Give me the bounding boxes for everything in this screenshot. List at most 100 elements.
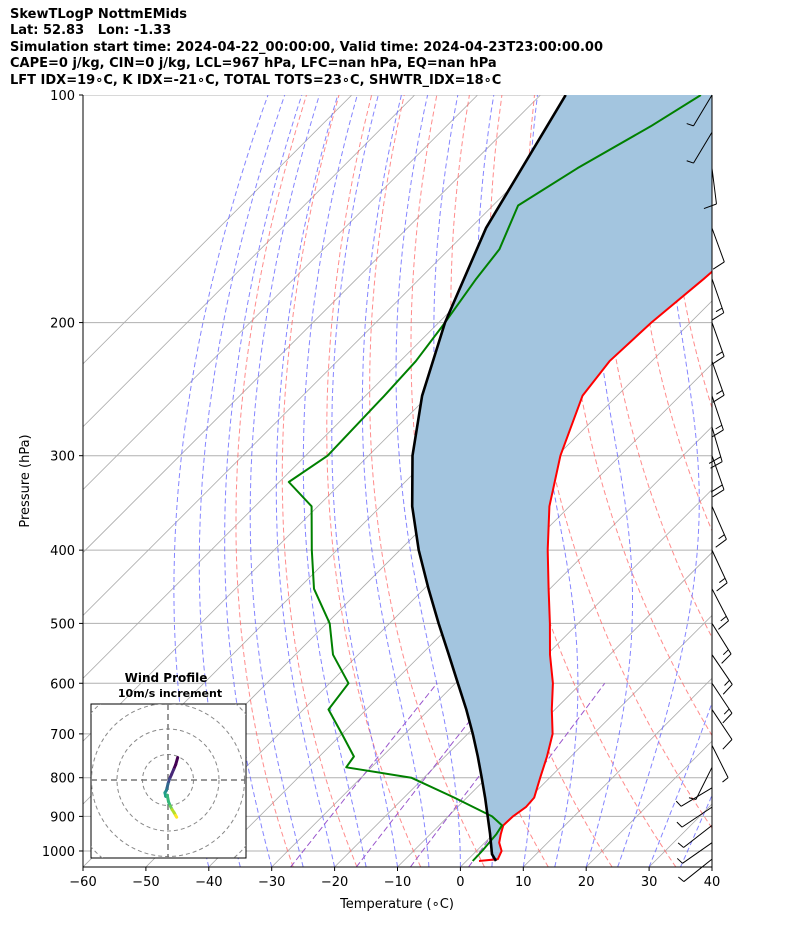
moist-adiabat	[302, 95, 367, 867]
wind-barb-half-flag	[723, 708, 730, 715]
wind-barb-staff	[711, 682, 733, 714]
isotherm-line	[83, 95, 353, 365]
hodograph-subtitle: 10m/s increment	[118, 687, 222, 700]
temperature-line	[478, 270, 712, 862]
hodograph-inset	[90, 703, 247, 859]
isotherm-line	[711, 866, 712, 867]
dry-adiabat	[235, 95, 307, 867]
isotherm-line	[83, 95, 415, 428]
dry-adiabat	[369, 95, 485, 867]
wind-barbs	[675, 94, 733, 882]
wind-barb-half-flag	[719, 577, 726, 583]
y-tick-label: 200	[50, 317, 75, 332]
moist-adiabat	[198, 95, 286, 867]
wind-barb-staff	[711, 361, 725, 396]
wind-barb-half-flag	[716, 351, 723, 356]
wind-barb-staff	[711, 654, 733, 685]
wind-barb-flag	[712, 312, 725, 321]
wind-barb-flag	[715, 538, 727, 548]
wind-barb-staff	[711, 506, 727, 540]
wind-barb-flag	[722, 684, 733, 695]
isotherm-line	[271, 426, 712, 867]
wind-barb-half-flag	[686, 160, 694, 164]
moist-adiabat	[331, 95, 398, 867]
wind-barb-staff	[693, 131, 713, 164]
x-tick-label: 30	[641, 875, 658, 890]
axes: −60 −50 −40 −30 −20 −10 0 10 20 30 40 100 200 300 400 5…	[42, 89, 720, 890]
isotherm-line	[523, 677, 712, 867]
wind-barb-flag	[718, 620, 729, 630]
wind-barb-staff	[711, 709, 733, 740]
wind-barb-staff	[711, 588, 730, 622]
wind-barb-half-flag	[718, 534, 725, 540]
y-tick-label: 600	[50, 677, 75, 692]
wind-barb-flag	[712, 489, 725, 498]
dewpoint-line	[287, 95, 702, 862]
location-line: Lat: 52.83 Lon: -1.33	[10, 23, 172, 39]
wind-barb-flag	[710, 461, 723, 469]
wind-barb-flag	[722, 739, 733, 750]
moist-adiabat	[585, 95, 633, 867]
hodograph-title: Wind Profile	[125, 671, 208, 685]
moist-adiabat	[224, 95, 303, 867]
moist-adiabat	[680, 794, 712, 867]
isotherm-line	[83, 95, 541, 554]
wind-barb-half-flag	[677, 842, 684, 848]
wind-barb-flag	[708, 456, 721, 464]
chart-title: SkewTLogP NottmEMids	[10, 7, 188, 22]
wind-barb-half-flag	[722, 777, 729, 783]
y-axis-label: Pressure (hPa)	[18, 434, 33, 527]
wind-barb-staff	[711, 322, 725, 357]
y-tick-label: 500	[50, 617, 75, 632]
wind-barb-staff	[711, 168, 717, 205]
wind-barb-flag	[712, 356, 725, 365]
wind-barb-flag	[710, 484, 723, 493]
wind-barb-half-flag	[724, 679, 730, 686]
dry-adiabat	[763, 95, 794, 867]
wind-barb-half-flag	[678, 876, 685, 882]
wind-barb-flag	[722, 712, 733, 724]
isotherm-line	[334, 489, 712, 867]
wind-barb-flag	[711, 429, 724, 438]
wind-barb-half-flag	[715, 307, 723, 313]
y-tick-label: 800	[50, 772, 75, 787]
wind-barb-half-flag	[716, 390, 723, 395]
mixing-ratio-line	[468, 683, 606, 867]
cin-shading	[412, 95, 712, 861]
dry-adiabat	[562, 95, 712, 737]
hodograph-segment	[174, 813, 179, 819]
y-tick-label: 100	[50, 89, 75, 104]
wind-barb-flag	[716, 582, 728, 592]
wind-barb-staff	[711, 395, 724, 431]
y-tick-label: 400	[50, 544, 75, 559]
wind-barb-half-flag	[722, 649, 729, 656]
x-tick-label: 0	[456, 875, 464, 890]
moist-adiabat	[711, 865, 712, 867]
wind-barb-staff	[683, 858, 713, 882]
indices-line-2: LFT IDX=19∘C, K IDX=-21∘C, TOTAL TOTS=23…	[10, 72, 502, 88]
isotherm-line	[83, 95, 478, 491]
wind-barb-staff	[695, 767, 713, 800]
x-tick-label: 20	[578, 875, 595, 890]
mixing-ratio-line	[290, 682, 438, 867]
hodograph-plot	[91, 704, 246, 858]
isotherm-line	[460, 614, 712, 867]
wind-barb-half-flag	[686, 123, 694, 127]
x-tick-label: −10	[384, 875, 411, 890]
moist-adiabat	[395, 95, 461, 867]
moist-adiabat	[617, 95, 700, 867]
wind-barb-flag	[712, 394, 725, 403]
wind-barb-staff	[711, 426, 723, 462]
x-axis-label: Temperature (∘C)	[339, 897, 454, 912]
wind-barb-half-flag	[675, 800, 682, 807]
wind-barb-staff	[683, 824, 713, 848]
moist-adiabat	[249, 95, 320, 867]
y-tick-label: 300	[50, 450, 75, 465]
wind-barb-staff	[711, 745, 729, 778]
data-lines	[287, 95, 712, 862]
wind-barb-staff	[711, 278, 725, 313]
moist-adiabat	[173, 95, 269, 867]
x-tick-label: −50	[132, 875, 159, 890]
y-tick-label: 1000	[42, 845, 75, 860]
